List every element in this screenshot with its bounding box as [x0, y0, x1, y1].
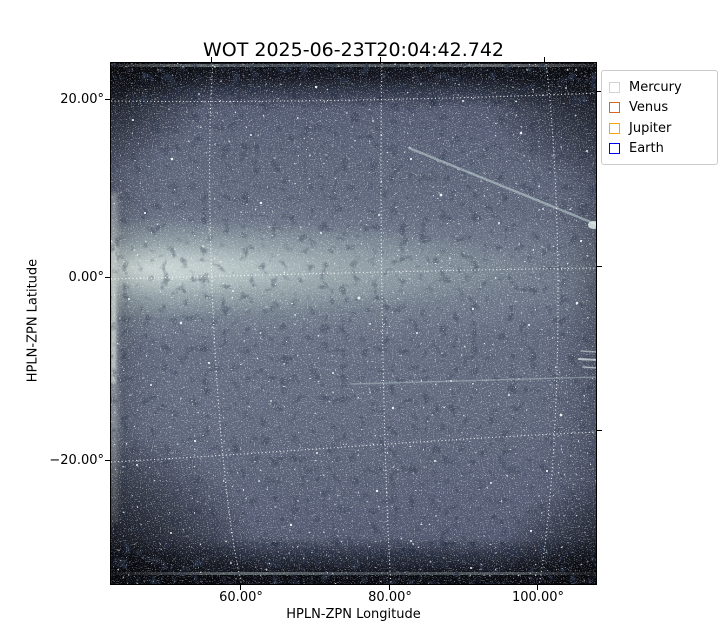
- earth-marker-icon: [609, 143, 620, 155]
- y-tick-right: [597, 430, 602, 432]
- x-tick-label: 60.00°: [219, 590, 263, 605]
- sky-overlay: [111, 63, 596, 584]
- x-tick-top: [211, 57, 213, 62]
- coordinate-grid: [111, 63, 596, 584]
- legend-label: Jupiter: [629, 120, 672, 136]
- y-tick-label: 0.00°: [68, 270, 104, 285]
- x-tick: [240, 585, 242, 590]
- x-tick: [537, 585, 539, 590]
- star-speckle-texture: [111, 63, 596, 584]
- legend-entry-earth: Earth: [609, 139, 709, 160]
- legend-label: Earth: [629, 141, 664, 157]
- legend-label: Venus: [629, 100, 669, 116]
- y-tick-right: [597, 266, 602, 268]
- x-tick-top: [544, 57, 546, 62]
- sky-image: [110, 62, 597, 585]
- stars: [128, 85, 588, 569]
- y-tick: [105, 99, 110, 101]
- legend-label: Mercury: [629, 79, 682, 95]
- jupiter-marker-icon: [609, 122, 620, 134]
- legend-entry-mercury: Mercury: [609, 77, 709, 98]
- legend-entry-jupiter: Jupiter: [609, 118, 709, 139]
- x-tick-label: 100.00°: [512, 590, 564, 605]
- venus-marker-icon: [609, 102, 620, 114]
- y-axis-label: HPLN-ZPN Latitude: [25, 258, 41, 383]
- x-axis-label: HPLN-ZPN Longitude: [286, 607, 421, 622]
- y-tick-right: [597, 91, 602, 93]
- legend: Mercury Venus Jupiter Earth: [601, 70, 718, 165]
- y-tick-label: −20.00°: [49, 453, 104, 468]
- y-tick: [105, 460, 110, 462]
- legend-entry-venus: Venus: [609, 98, 709, 119]
- x-tick: [389, 585, 391, 590]
- x-tick-label: 80.00°: [368, 590, 412, 605]
- plot-title: WOT 2025-06-23T20:04:42.742: [202, 39, 505, 61]
- mercury-marker-icon: [609, 81, 620, 93]
- y-tick: [105, 277, 110, 279]
- x-tick-top: [380, 57, 382, 62]
- y-tick-label: 20.00°: [60, 92, 104, 107]
